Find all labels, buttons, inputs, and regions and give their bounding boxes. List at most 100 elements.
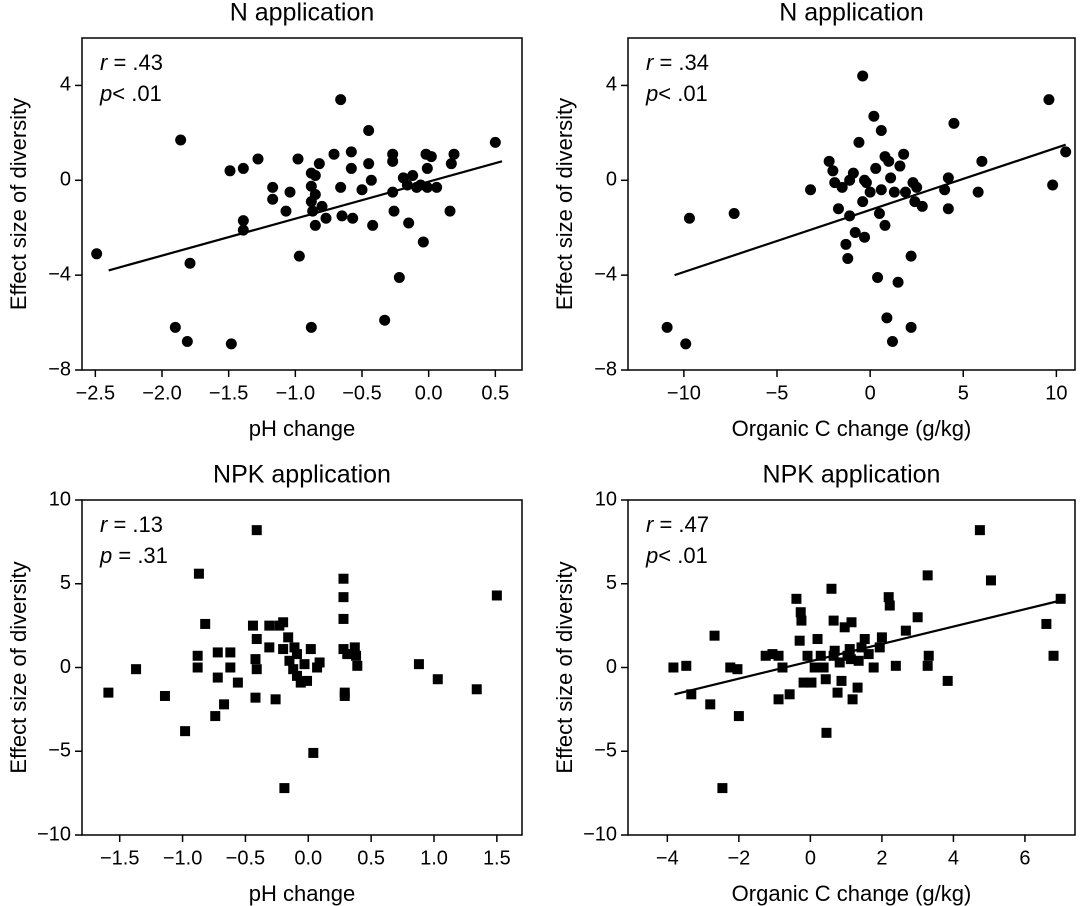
data-point (885, 172, 897, 184)
stat-annotation: p = .31 (99, 543, 168, 568)
data-point (1048, 650, 1059, 661)
y-tick-label: −8 (48, 358, 71, 380)
y-axis-label: Effect size of diversity (552, 98, 577, 310)
data-point (796, 615, 807, 626)
data-point (365, 174, 377, 186)
data-point (794, 635, 805, 646)
data-point (832, 203, 844, 215)
data-point (225, 338, 237, 350)
data-point (705, 699, 716, 710)
data-point (200, 618, 211, 629)
data-point (860, 177, 872, 189)
data-point (911, 181, 923, 193)
x-tick-label: 2 (876, 847, 887, 869)
data-point (725, 662, 736, 673)
data-point (849, 226, 861, 238)
y-axis-label: Effect size of diversity (6, 561, 31, 773)
y-tick-label: 0 (60, 656, 71, 678)
data-point (828, 615, 839, 626)
stat-value: = .31 (112, 543, 168, 568)
y-tick-label: −4 (594, 263, 617, 285)
data-point (224, 165, 236, 177)
y-tick-label: −4 (48, 263, 71, 285)
data-point (834, 657, 845, 668)
data-point (407, 170, 419, 182)
stat-value: = .47 (653, 512, 709, 537)
data-point (874, 642, 885, 653)
data-point (892, 276, 904, 288)
data-point (829, 645, 840, 656)
data-point (922, 570, 933, 581)
data-point (295, 677, 306, 688)
data-point (832, 687, 843, 698)
data-point (237, 224, 249, 236)
data-point (857, 196, 869, 208)
data-point (91, 248, 103, 260)
data-point (845, 654, 856, 665)
data-point (942, 675, 953, 686)
data-point (864, 186, 876, 198)
data-point (773, 694, 784, 705)
data-point (802, 650, 813, 661)
data-point (839, 622, 850, 633)
stat-value: = .13 (107, 512, 163, 537)
data-point (363, 124, 375, 136)
data-point (393, 272, 405, 284)
panel-title: N application (779, 0, 924, 27)
data-point (489, 136, 501, 148)
data-point (863, 649, 874, 660)
data-point (210, 711, 221, 722)
stat-annotation: p< .01 (645, 543, 708, 568)
data-point (842, 253, 854, 265)
data-point (252, 153, 264, 165)
x-tick-label: 0.5 (357, 847, 385, 869)
data-point (898, 148, 910, 160)
data-point (812, 634, 823, 645)
stat-value: < .01 (658, 543, 708, 568)
data-point (219, 699, 230, 710)
x-tick-label: −2 (727, 847, 750, 869)
y-tick-label: 10 (49, 488, 71, 510)
data-point (421, 181, 433, 193)
stat-symbol: p (99, 543, 112, 568)
data-point (948, 117, 960, 129)
data-point (267, 193, 279, 205)
data-point (732, 664, 743, 675)
data-point (225, 647, 236, 658)
y-axis-label: Effect size of diversity (6, 98, 31, 310)
y-tick-label: −5 (594, 740, 617, 762)
stat-value: = .43 (107, 50, 163, 75)
data-point (883, 155, 895, 167)
stat-symbol: p (645, 81, 658, 106)
data-point (338, 613, 349, 624)
data-point (169, 321, 181, 333)
data-point (681, 660, 692, 671)
data-point (280, 205, 292, 217)
data-point (425, 151, 437, 163)
data-point (836, 181, 848, 193)
x-tick-label: −1.0 (276, 382, 315, 404)
data-point (417, 236, 429, 248)
data-point (888, 186, 900, 198)
data-point (212, 672, 223, 683)
y-tick-label: −10 (37, 823, 71, 845)
x-tick-label: −4 (656, 847, 679, 869)
stat-value: < .01 (112, 81, 162, 106)
data-point (305, 321, 317, 333)
data-point (844, 644, 855, 655)
y-tick-label: 0 (606, 656, 617, 678)
data-point (352, 660, 363, 671)
data-point (212, 647, 223, 658)
data-point (403, 217, 415, 229)
data-point (309, 170, 321, 182)
stat-symbol: r (646, 512, 655, 537)
data-point (976, 155, 988, 167)
data-point (387, 148, 399, 160)
data-point (388, 205, 400, 217)
x-tick-label: 0.0 (415, 382, 443, 404)
data-point (870, 162, 882, 174)
data-point (184, 257, 196, 269)
x-tick-label: −1.5 (209, 382, 248, 404)
data-point (471, 684, 482, 695)
panel-title: NPK application (213, 461, 391, 489)
